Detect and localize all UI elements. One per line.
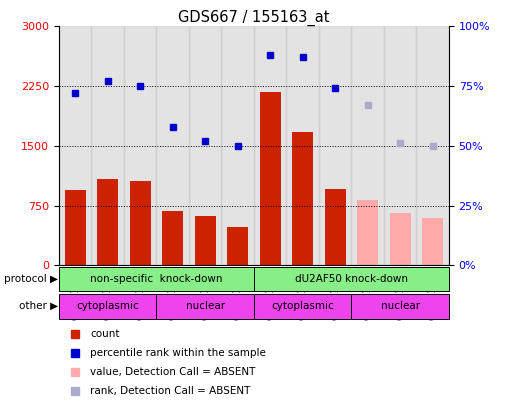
Bar: [91, 26, 124, 265]
Bar: [227, 227, 248, 265]
Bar: [254, 267, 449, 291]
Text: nuclear: nuclear: [381, 301, 420, 311]
Bar: [286, 26, 319, 265]
Bar: [351, 26, 384, 265]
Bar: [156, 294, 254, 319]
Title: GDS667 / 155163_at: GDS667 / 155163_at: [178, 10, 330, 26]
Bar: [59, 294, 156, 319]
Text: other ▶: other ▶: [19, 301, 58, 311]
Bar: [130, 181, 151, 265]
Bar: [422, 217, 443, 265]
Text: dU2AF50 knock-down: dU2AF50 knock-down: [295, 273, 408, 283]
Bar: [59, 267, 254, 291]
Text: percentile rank within the sample: percentile rank within the sample: [90, 348, 266, 358]
Bar: [65, 190, 86, 265]
Bar: [254, 294, 351, 319]
Text: rank, Detection Call = ABSENT: rank, Detection Call = ABSENT: [90, 386, 250, 396]
Text: cytoplasmic: cytoplasmic: [76, 301, 139, 311]
Text: value, Detection Call = ABSENT: value, Detection Call = ABSENT: [90, 367, 255, 377]
Text: protocol ▶: protocol ▶: [4, 273, 58, 283]
Bar: [325, 189, 346, 265]
Bar: [254, 26, 286, 265]
Bar: [384, 26, 417, 265]
Bar: [189, 26, 222, 265]
Text: nuclear: nuclear: [186, 301, 225, 311]
Bar: [292, 132, 313, 265]
Bar: [417, 26, 449, 265]
Bar: [389, 213, 411, 265]
Bar: [162, 211, 183, 265]
Bar: [260, 92, 281, 265]
Bar: [124, 26, 156, 265]
Bar: [194, 216, 216, 265]
Bar: [97, 179, 119, 265]
Text: count: count: [90, 329, 120, 339]
Bar: [357, 200, 378, 265]
Text: cytoplasmic: cytoplasmic: [271, 301, 334, 311]
Bar: [59, 26, 91, 265]
Bar: [319, 26, 351, 265]
Bar: [156, 26, 189, 265]
Text: non-specific  knock-down: non-specific knock-down: [90, 273, 223, 283]
Bar: [222, 26, 254, 265]
Bar: [351, 294, 449, 319]
